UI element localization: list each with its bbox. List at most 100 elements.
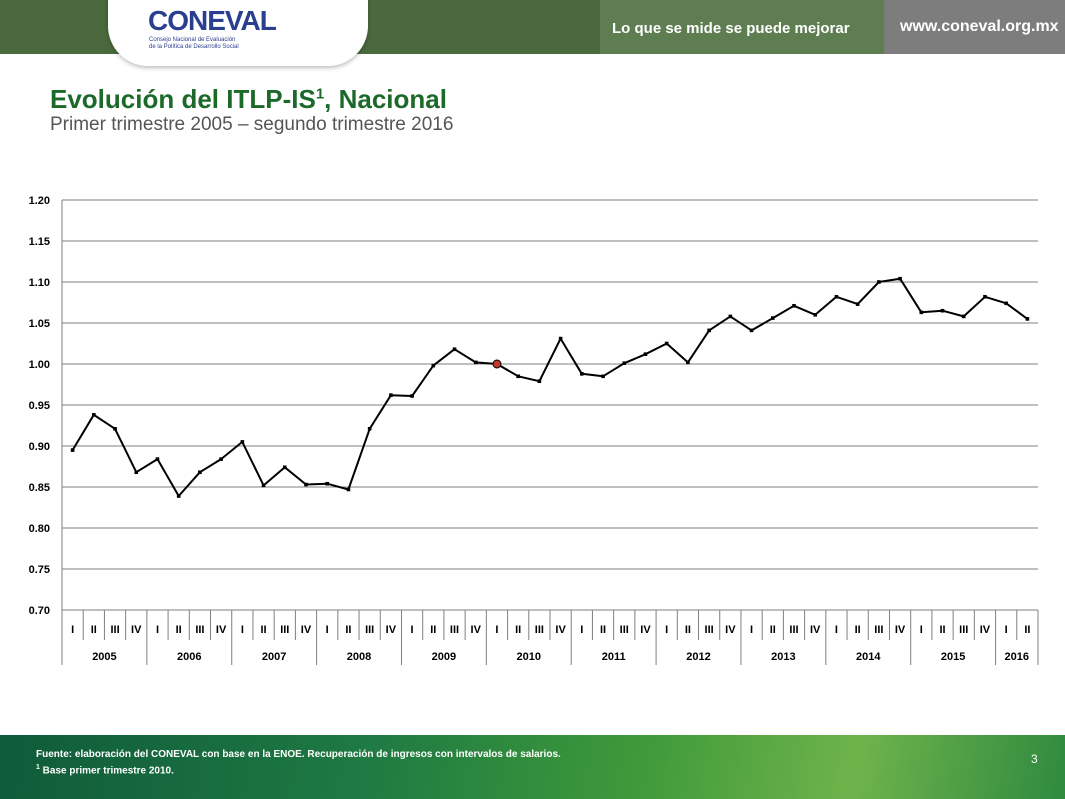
data-point <box>983 294 987 299</box>
y-tick-label: 0.75 <box>29 564 50 576</box>
year-label: 2007 <box>262 651 286 663</box>
quarter-label: I <box>580 624 583 636</box>
quarter-label: IV <box>555 624 566 636</box>
data-point <box>898 276 902 281</box>
quarter-label: II <box>176 624 182 636</box>
data-point <box>410 394 414 398</box>
year-label: 2011 <box>602 651 626 663</box>
quarter-label: I <box>411 624 414 636</box>
y-tick-label: 1.10 <box>29 277 50 289</box>
data-point <box>749 328 754 333</box>
quarter-label: III <box>110 624 119 636</box>
quarter-label: III <box>620 624 629 636</box>
y-tick-label: 1.05 <box>29 318 50 330</box>
y-tick-label: 0.85 <box>29 482 50 494</box>
data-point <box>1004 301 1008 306</box>
data-point <box>346 487 351 492</box>
quarter-label: I <box>326 624 329 636</box>
coneval-logo[interactable]: CONEVAL <box>148 5 277 36</box>
quarter-label: I <box>665 624 668 636</box>
data-point <box>304 482 308 487</box>
data-point <box>770 316 775 320</box>
quarter-label: IV <box>980 624 991 636</box>
data-point <box>176 494 181 498</box>
page-title: Evolución del ITLP-IS1, Nacional <box>50 84 447 114</box>
data-point <box>622 361 627 365</box>
year-label: 2015 <box>941 651 965 663</box>
data-point <box>367 426 372 431</box>
quarter-label: II <box>430 624 436 636</box>
series-line <box>71 277 1028 497</box>
y-tick-label: 1.00 <box>29 359 50 371</box>
data-point <box>113 426 117 431</box>
y-tick-label: 1.20 <box>29 195 50 207</box>
data-point <box>877 280 881 284</box>
data-point-base-highlight <box>492 359 502 369</box>
data-point <box>516 374 520 379</box>
data-point <box>431 363 436 368</box>
quarter-label: I <box>156 624 159 636</box>
quarter-label: I <box>71 624 74 636</box>
data-point <box>834 294 839 299</box>
y-tick-label: 0.70 <box>29 605 50 617</box>
source-note: Fuente: elaboración del CONEVAL con base… <box>36 749 561 760</box>
data-point <box>558 336 563 341</box>
title-footnote-marker: 1 <box>315 85 325 103</box>
logo-subtitle: Consejo Nacional de Evaluación de la Pol… <box>149 37 239 50</box>
quarter-label: II <box>91 624 97 636</box>
y-tick-label: 1.15 <box>29 236 50 248</box>
quarter-label: IV <box>640 624 651 636</box>
quarter-label: IV <box>810 624 821 636</box>
y-tick-label: 0.80 <box>29 523 50 535</box>
quarter-label: II <box>685 624 691 636</box>
quarter-label: I <box>1005 624 1008 636</box>
quarter-label: II <box>515 624 521 636</box>
y-tick-labels: 0.70 0.75 0.80 0.85 0.90 0.95 1.00 1.05 1.10 1.15… <box>29 195 50 617</box>
data-point <box>240 440 245 444</box>
data-point <box>961 314 966 319</box>
data-point <box>92 413 96 417</box>
series-line <box>71 277 1028 497</box>
data-point <box>940 308 945 313</box>
data-point <box>452 347 457 352</box>
data-point <box>813 313 818 317</box>
data-point <box>580 372 584 376</box>
data-point <box>855 302 860 306</box>
quarter-label: II <box>1024 624 1030 636</box>
quarter-label: III <box>959 624 968 636</box>
quarter-label: III <box>280 624 289 636</box>
quarter-label: II <box>600 624 606 636</box>
data-point <box>643 352 648 356</box>
year-label: 2006 <box>177 651 201 663</box>
quarter-label: IV <box>895 624 906 636</box>
quarter-label: II <box>939 624 945 636</box>
quarter-label: II <box>345 624 351 636</box>
data-point <box>1025 317 1030 321</box>
quarter-label: IV <box>471 624 482 636</box>
data-point <box>601 374 605 379</box>
slogan-text: Lo que se mide se puede mejorar <box>612 20 850 37</box>
data-point <box>792 303 796 308</box>
quarter-label: III <box>365 624 374 636</box>
quarter-label: II <box>770 624 776 636</box>
page-subtitle: Primer trimestre 2005 – segundo trimestr… <box>50 114 454 135</box>
data-point <box>155 457 160 461</box>
quarter-label: III <box>874 624 883 636</box>
website-link[interactable]: www.coneval.org.mx <box>900 18 1059 35</box>
quarter-label: III <box>535 624 544 636</box>
quarter-label: I <box>241 624 244 636</box>
data-point <box>219 457 223 461</box>
data-point <box>389 393 393 397</box>
quarter-label: III <box>450 624 459 636</box>
quarter-label: I <box>495 624 498 636</box>
quarter-label: IV <box>301 624 312 636</box>
quarter-label: I <box>835 624 838 636</box>
base-note: 1 Base primer trimestre 2010. <box>36 764 174 777</box>
series-markers <box>70 276 1030 498</box>
quarter-label: I <box>750 624 753 636</box>
slogan-band <box>600 0 884 54</box>
quarter-label: IV <box>131 624 142 636</box>
logo-tab <box>108 0 368 66</box>
year-label: 2014 <box>856 651 881 663</box>
